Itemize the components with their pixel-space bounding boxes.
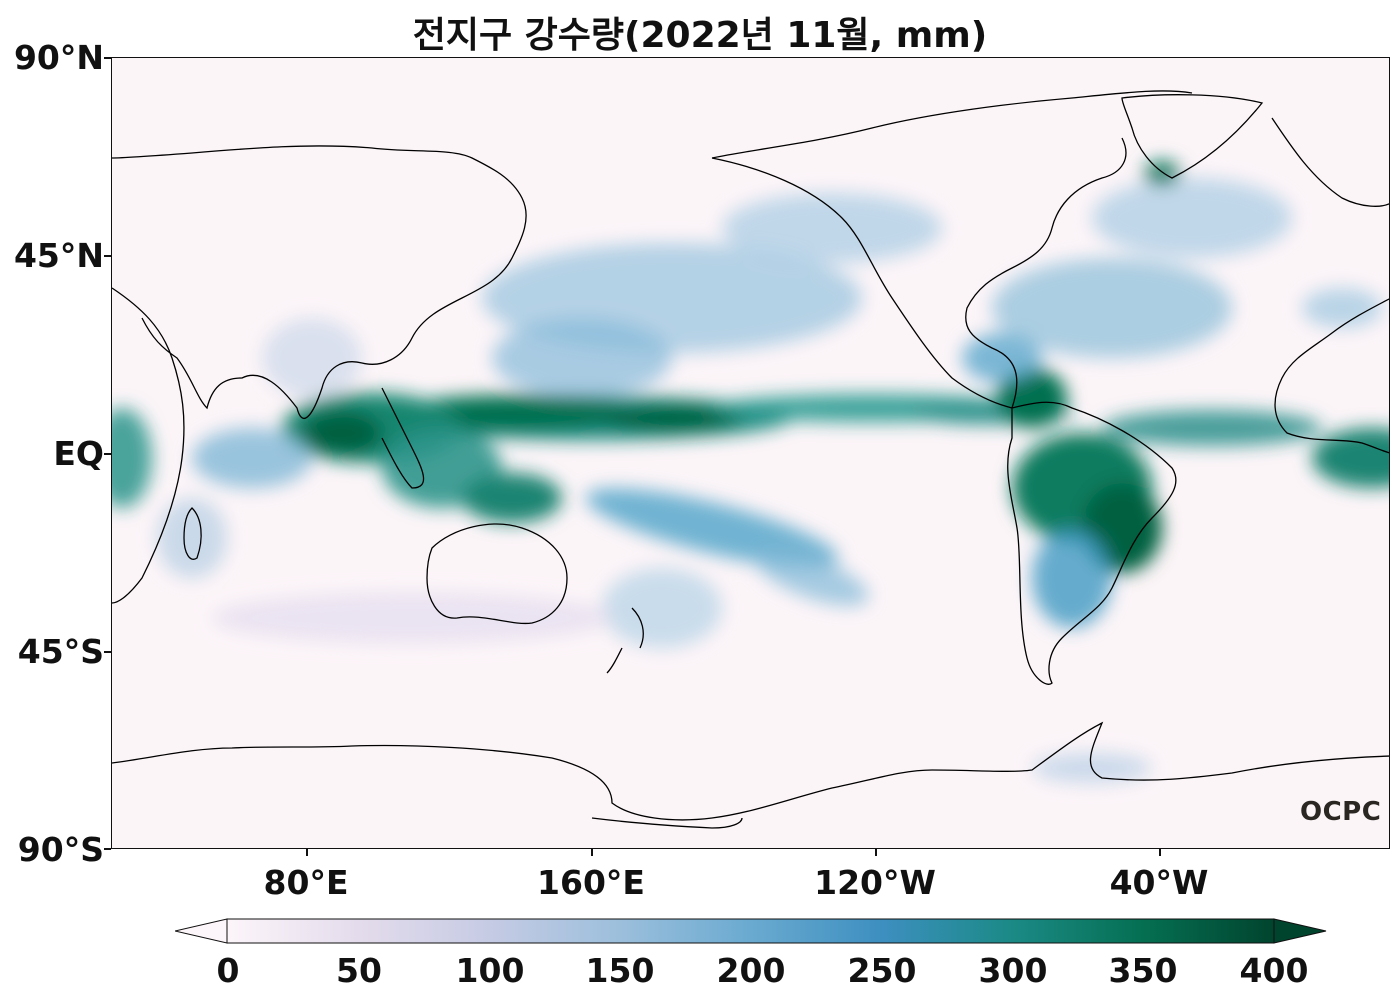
colorbar-min-arrow [175,918,228,944]
lat-label-90s: 90°S [17,830,104,869]
coastlines [112,90,1389,829]
colorbar-gradient [226,918,1275,944]
colorbar-max-arrow [1273,918,1327,944]
colorbar-tick-label: 300 [978,951,1048,990]
colorbar-tick-label: 0 [216,951,240,990]
lat-tick [104,651,111,653]
colorbar [175,918,1327,944]
lat-label-45n: 45°N [13,236,104,275]
lon-tick [591,849,593,856]
lon-tick [875,849,877,856]
lat-tick [104,848,111,850]
lat-label-45s: 45°S [17,632,104,671]
lon-label-120w: 120°W [814,863,936,902]
colorbar-tick-label: 250 [847,951,917,990]
lat-label-90n: 90°N [13,38,104,77]
map-title: 전지구 강수량(2022년 11월, mm) [412,15,988,56]
colorbar-tick-label: 350 [1108,951,1178,990]
lon-tick [1159,849,1161,856]
ocpc-logo: OCPC [1300,797,1382,827]
colorbar-tick-label: 200 [716,951,786,990]
colorbar-tick-label: 400 [1239,951,1309,990]
lat-tick [104,453,111,455]
lat-tick [104,255,111,257]
map-canvas [112,58,1389,848]
lat-label-eq: EQ [53,434,104,473]
lon-label-40w: 40°W [1109,863,1209,902]
colorbar-tick-label: 50 [336,951,382,990]
lon-label-80e: 80°E [263,863,349,902]
lon-tick [306,849,308,856]
lat-tick [104,57,111,59]
colorbar-tick-label: 100 [455,951,525,990]
colorbar-tick-label: 150 [585,951,655,990]
precipitation-map [111,57,1390,849]
lon-label-160e: 160°E [537,863,645,902]
precipitation-field [112,161,1389,783]
